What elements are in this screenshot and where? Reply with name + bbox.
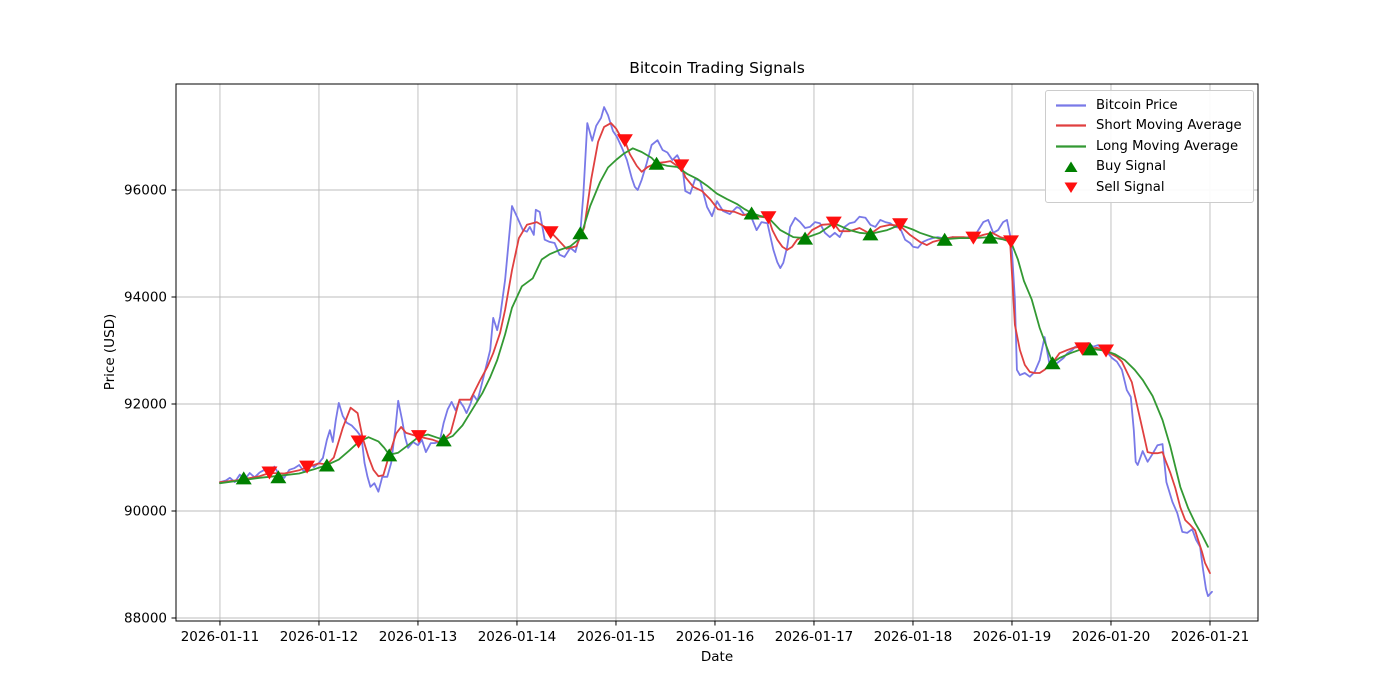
- buy-signal-marker: [936, 232, 953, 246]
- x-tick-label: 2026-01-12: [280, 629, 358, 645]
- buy-signal-marker: [270, 470, 287, 484]
- legend-entry-buy-signal: Buy Signal: [1046, 157, 1253, 178]
- sell-signal-marker: [760, 211, 777, 225]
- long-moving-average-line: [219, 147, 1209, 548]
- buy-signal-marker: [1044, 356, 1061, 370]
- legend-entry-long-moving-average: Long Moving Average: [1046, 136, 1253, 157]
- sell-signal-marker: [261, 466, 278, 480]
- buy-signal-marker: [862, 227, 879, 241]
- legend-label: Short Moving Average: [1096, 118, 1242, 134]
- x-tick-label: 2026-01-16: [676, 629, 754, 645]
- sell-signal-icon: [1064, 182, 1078, 193]
- y-tick-label: 88000: [124, 611, 167, 627]
- x-tick-label: 2026-01-19: [973, 629, 1051, 645]
- legend-entry-sell-signal: Sell Signal: [1046, 177, 1253, 198]
- legend-label: Buy Signal: [1096, 159, 1166, 175]
- sell-signal-marker: [350, 435, 367, 449]
- x-tick-label: 2026-01-15: [577, 629, 655, 645]
- legend-label: Sell Signal: [1096, 179, 1165, 195]
- buy-signal-marker: [318, 458, 335, 472]
- axes-frame: [175, 83, 1259, 622]
- y-tick-label: 94000: [124, 289, 167, 305]
- buy-signal-marker: [235, 471, 252, 485]
- legend-entry-bitcoin-price: Bitcoin Price: [1046, 95, 1253, 116]
- y-tick-label: 90000: [124, 503, 167, 519]
- y-tick-label: 96000: [124, 182, 167, 198]
- sell-signal-marker: [1002, 235, 1019, 249]
- buy-signal-marker: [648, 156, 665, 170]
- sell-signal-marker: [825, 216, 842, 230]
- legend-line-swatch: [1056, 104, 1086, 107]
- x-tick-label: 2026-01-17: [775, 629, 853, 645]
- x-axis-label: Date: [700, 649, 734, 665]
- sell-signal-marker: [1074, 342, 1091, 356]
- x-tick-label: 2026-01-13: [379, 629, 457, 645]
- x-tick-label: 2026-01-20: [1072, 629, 1150, 645]
- x-tick-label: 2026-01-18: [874, 629, 952, 645]
- sell-signal-marker: [410, 430, 427, 444]
- buy-signal-marker: [1082, 342, 1099, 356]
- buy-signal-marker: [572, 226, 589, 240]
- buy-signal-marker: [982, 230, 999, 244]
- legend: Bitcoin Price Short Moving Average Long Mo…: [1045, 90, 1254, 203]
- x-tick-label: 2026-01-21: [1171, 629, 1249, 645]
- legend-entry-short-moving-average: Short Moving Average: [1046, 116, 1253, 137]
- sell-signal-marker: [673, 159, 690, 173]
- sell-signal-marker: [299, 460, 316, 474]
- legend-line-swatch: [1056, 124, 1086, 127]
- x-tick-label: 2026-01-11: [181, 629, 259, 645]
- legend-label: Long Moving Average: [1096, 138, 1239, 154]
- chart-title: Bitcoin Trading Signals: [629, 59, 805, 77]
- legend-line-swatch: [1056, 145, 1086, 148]
- sell-signal-marker: [1098, 344, 1115, 358]
- sell-signal-marker: [965, 231, 982, 245]
- legend-label: Bitcoin Price: [1096, 97, 1178, 113]
- buy-signal-marker: [381, 448, 398, 462]
- sell-signal-marker: [542, 226, 559, 240]
- y-tick-label: 92000: [124, 396, 167, 412]
- buy-signal-marker: [743, 206, 760, 220]
- buy-signal-marker: [435, 433, 452, 447]
- x-tick-label: 2026-01-14: [478, 629, 556, 645]
- y-axis-label: Price (USD): [102, 313, 118, 391]
- sell-signal-marker: [616, 134, 633, 148]
- buy-signal-icon: [1064, 161, 1078, 173]
- buy-signal-marker: [797, 231, 814, 245]
- sell-signal-marker: [892, 218, 909, 232]
